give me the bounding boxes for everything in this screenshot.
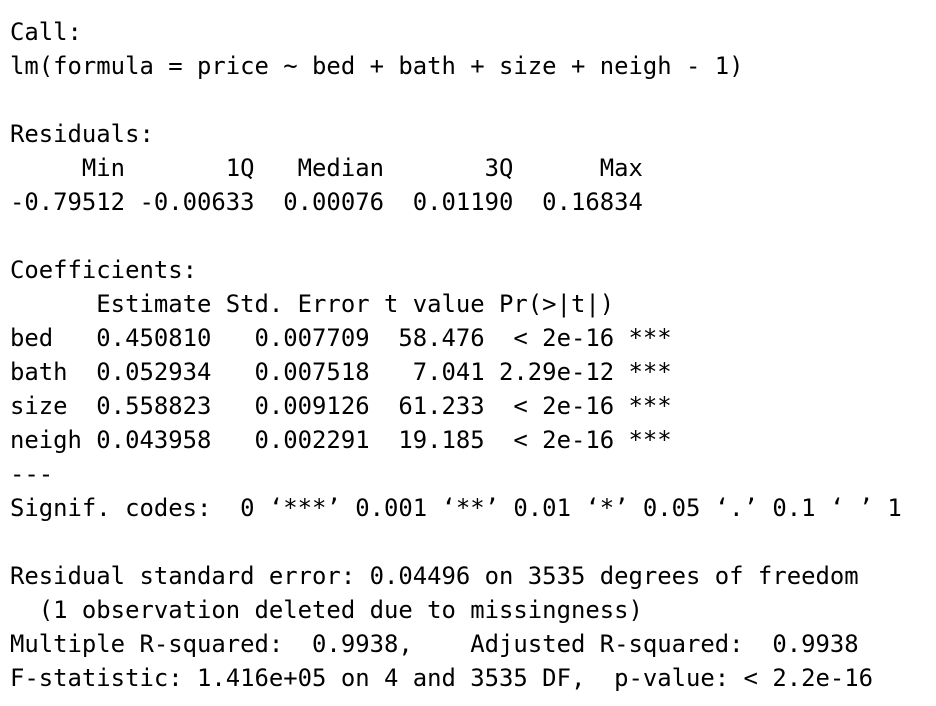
residuals-header-row: Min 1Q Median 3Q Max: [10, 154, 658, 182]
coefficient-row-bath: bath 0.052934 0.007518 7.041 2.29e-12 **…: [10, 358, 672, 386]
signif-codes-legend: Signif. codes: 0 ‘***’ 0.001 ‘**’ 0.01 ‘…: [10, 494, 902, 522]
r-squared-line: Multiple R-squared: 0.9938, Adjusted R-s…: [10, 630, 874, 658]
residuals-values-row: -0.79512 -0.00633 0.00076 0.01190 0.1683…: [10, 188, 658, 216]
residual-standard-error: Residual standard error: 0.04496 on 3535…: [10, 562, 859, 590]
coefficients-heading: Coefficients:: [10, 256, 197, 284]
coefficient-row-size: size 0.558823 0.009126 61.233 < 2e-16 **…: [10, 392, 672, 420]
coefficient-row-bed: bed 0.450810 0.007709 58.476 < 2e-16 ***: [10, 324, 672, 352]
call-heading: Call:: [10, 18, 82, 46]
missingness-note: (1 observation deleted due to missingnes…: [10, 596, 643, 624]
coefficients-header-row: Estimate Std. Error t value Pr(>|t|): [10, 290, 672, 318]
separator-line: ---: [10, 460, 54, 488]
f-statistic-line: F-statistic: 1.416e+05 on 4 and 3535 DF,…: [10, 664, 874, 692]
call-formula: lm(formula = price ~ bed + bath + size +…: [10, 52, 744, 80]
residuals-heading: Residuals:: [10, 120, 154, 148]
coefficient-row-neigh: neigh 0.043958 0.002291 19.185 < 2e-16 *…: [10, 426, 672, 454]
